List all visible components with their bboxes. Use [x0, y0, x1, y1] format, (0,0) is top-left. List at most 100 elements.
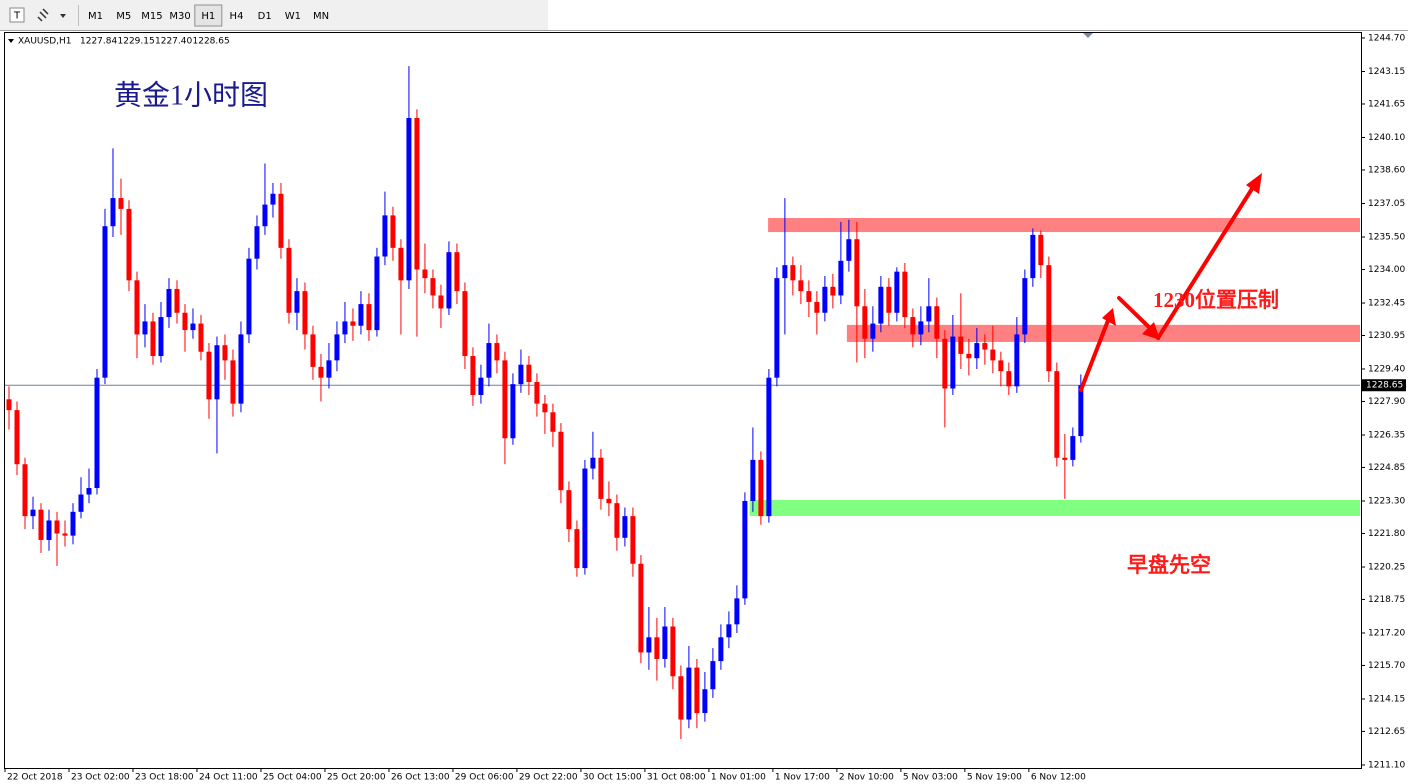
candle-body [262, 204, 268, 227]
dropdown-arrow[interactable] [60, 14, 66, 18]
candle-body [686, 667, 692, 720]
x-tick-label: 24 Oct 11:00 [199, 773, 258, 783]
y-tick-label: 1227.90 [1368, 397, 1405, 407]
timeframe-label: M1 [88, 11, 103, 22]
candle-body [366, 304, 372, 331]
x-tick-label: 2 Nov 10:00 [839, 773, 894, 783]
timeframe-button[interactable] [82, 5, 109, 26]
candle-body [38, 509, 44, 540]
x-tick-label: 22 Oct 2018 [7, 773, 63, 783]
candle-body [702, 689, 708, 714]
candle-body [1062, 457, 1068, 460]
candle-body [350, 321, 356, 326]
candle-body [534, 382, 540, 404]
timeframe-button[interactable] [251, 5, 279, 26]
y-tick-label: 1212.65 [1368, 727, 1405, 737]
candle-body [902, 271, 908, 318]
y-tick-label: 1218.75 [1368, 595, 1405, 605]
candle-body [510, 384, 516, 439]
candle-body [78, 494, 84, 512]
candle-body [62, 533, 68, 536]
quote-value: 1229.15 [118, 37, 155, 47]
y-tick-label: 1211.10 [1368, 760, 1405, 770]
candle-body [982, 343, 988, 350]
candle-body [502, 360, 508, 439]
candle-body [206, 351, 212, 400]
candle-body [1070, 436, 1076, 460]
candle-body [638, 563, 644, 653]
timeframe-button[interactable] [223, 5, 250, 26]
candle-body [118, 198, 124, 209]
y-tick-label: 1237.05 [1368, 199, 1405, 209]
timeframe-button[interactable] [138, 5, 166, 26]
candle-body [606, 498, 612, 504]
candle-body [742, 501, 748, 599]
candle-body [430, 278, 436, 296]
candle-body [254, 226, 260, 259]
candle-body [174, 288, 180, 313]
timeframe-button[interactable] [194, 4, 223, 27]
candle-body [166, 288, 172, 318]
candle-body [462, 291, 468, 357]
candle-body [150, 321, 156, 357]
timeframe-button[interactable] [166, 5, 194, 26]
y-tick-label: 1220.25 [1368, 562, 1405, 572]
y-tick-label: 1217.20 [1368, 628, 1405, 638]
candle-body [998, 360, 1004, 372]
candle-body [230, 360, 236, 404]
candle-body [22, 464, 28, 517]
candle-body [1078, 385, 1084, 437]
y-tick-label: 1226.35 [1368, 431, 1405, 441]
candle-body [526, 364, 532, 383]
timeframe-button[interactable] [110, 5, 138, 26]
candle-body [966, 353, 972, 359]
candle-body [678, 676, 684, 720]
text-tool-icon[interactable] [9, 7, 25, 23]
arrowhead-2 [1142, 322, 1160, 340]
bid-label-bg [1362, 379, 1406, 392]
bid-label: 1228.65 [1366, 381, 1403, 391]
symbol-menu-arrow [8, 39, 14, 43]
timeframe-button[interactable] [279, 5, 307, 26]
candle-body [334, 334, 340, 361]
candle-body [86, 488, 92, 495]
price-zone [749, 499, 1360, 516]
candle-body [382, 215, 388, 257]
y-tick-label: 1229.40 [1368, 365, 1405, 375]
timeframe-label: M30 [169, 11, 190, 22]
candle-body [710, 661, 716, 690]
y-tick-label: 1241.65 [1368, 99, 1405, 109]
timeframe-label: MN [313, 11, 329, 22]
candle-body [670, 626, 676, 677]
timeframe-label: D1 [258, 11, 272, 22]
x-tick-label: 31 Oct 08:00 [647, 773, 706, 783]
x-tick-label: 29 Oct 06:00 [455, 773, 514, 783]
timeframe-button[interactable] [307, 5, 335, 26]
candle-body [326, 360, 332, 378]
candle-body [302, 291, 308, 335]
candle-body [838, 260, 844, 296]
candle-body [646, 637, 652, 653]
shift-marker [1083, 33, 1093, 38]
candle-body [806, 291, 812, 302]
candle-body [310, 334, 316, 367]
candle-body [654, 637, 660, 659]
candle-body [558, 431, 564, 491]
candle-body [134, 280, 140, 335]
candle-body [766, 377, 772, 517]
objects-icon[interactable] [37, 8, 49, 22]
candle-body [750, 459, 756, 502]
candle-body [630, 516, 636, 564]
candle-body [518, 364, 524, 385]
candle-body [318, 366, 324, 378]
candle-body [726, 624, 732, 638]
y-tick-label: 1244.70 [1368, 33, 1405, 43]
candle-body [94, 377, 100, 489]
candle-body [278, 193, 284, 248]
candle-body [662, 626, 668, 659]
candle-body [342, 321, 348, 335]
toolbar: T M1 M5 M15 M30 H1 H4 D1 W1 MN [0, 0, 1408, 31]
candle-body [718, 637, 724, 662]
candle-body [438, 295, 444, 309]
candle-body [918, 321, 924, 335]
